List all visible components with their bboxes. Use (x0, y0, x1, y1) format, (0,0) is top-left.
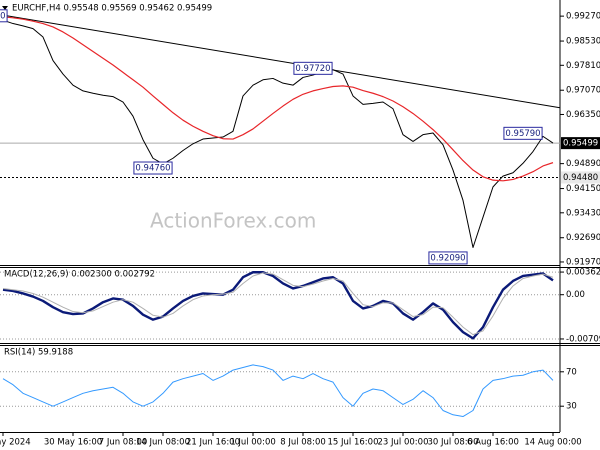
x-tick-label: 14 Jun 08:00 (136, 438, 190, 448)
x-tick-label: 21 Jun 16:00 (186, 438, 240, 448)
price-annotation-box (293, 61, 333, 75)
x-tick-label: 30 Jul 08:00 (428, 438, 479, 448)
price-annotation: 0.95790 (505, 129, 540, 139)
y-tick-label: 0.96350 (566, 110, 600, 120)
panel-title: RSI(14) 59.9188 (4, 348, 73, 358)
price-annotation-box (133, 161, 173, 175)
y-tick-label: 0.97070 (566, 86, 600, 96)
x-tick-label: 15 Jul 16:00 (328, 438, 379, 448)
level-label-box (561, 137, 600, 150)
price-annotation-box (0, 9, 8, 23)
chart-title: EURCHF,H4 0.95548 0.95569 0.95462 0.9549… (12, 4, 212, 14)
series-line (2, 271, 554, 340)
y-tick-label: 0.93430 (566, 208, 600, 218)
y-tick-label: 70 (566, 367, 577, 377)
x-tick-label: 14 Aug 00:00 (524, 438, 581, 448)
y-tick-label: 0.91970 (566, 257, 600, 267)
x-tick-label: 23 Jul 00:00 (378, 438, 429, 448)
y-tick-label: 0.94890 (566, 159, 600, 169)
price-annotation-box (428, 251, 468, 265)
price-annotation: 0.94760 (135, 164, 170, 174)
x-tick-label: 1 Jul 00:00 (230, 438, 276, 448)
x-tick-label: 23 May 2024 (0, 438, 31, 448)
y-tick-label: 0.98530 (566, 37, 600, 47)
y-tick-label: 0.99270 (566, 12, 600, 22)
x-tick-label: 30 May 16:00 (44, 438, 102, 448)
symbol-icon (2, 6, 8, 10)
series-line (2, 19, 554, 248)
y-tick-label: 0.97810 (566, 61, 600, 71)
price-annotation: 0.97720 (295, 64, 330, 74)
level-label: 0.94480 (563, 173, 598, 183)
x-tick-label: 8 Jul 08:00 (280, 438, 326, 448)
y-tick-label: 30 (566, 402, 577, 412)
y-tick-label: 0.92690 (566, 233, 600, 243)
price-annotation-box (503, 126, 543, 140)
series-line (2, 16, 554, 182)
trend-line (2, 14, 561, 109)
watermark: ActionForex.com (150, 209, 316, 233)
price-annotation: 0.92090 (430, 253, 465, 263)
y-tick-label: 0.00 (566, 290, 585, 300)
y-tick-label: 0.94150 (566, 184, 600, 194)
price-annotation: 0.99280 (0, 11, 6, 21)
panel-title: MACD(12,26,9) 0.002300 0.002792 (4, 270, 155, 280)
series-line (2, 272, 554, 336)
x-tick-label: 6 Aug 16:00 (467, 438, 519, 448)
level-label: 0.95499 (563, 139, 598, 149)
series-line (2, 364, 554, 418)
y-tick-label: 0.003628 (566, 268, 600, 278)
y-tick-label: -0.007093 (566, 334, 600, 344)
level-label-box (561, 171, 600, 184)
x-tick-label: 7 Jun 08:00 (99, 438, 148, 448)
